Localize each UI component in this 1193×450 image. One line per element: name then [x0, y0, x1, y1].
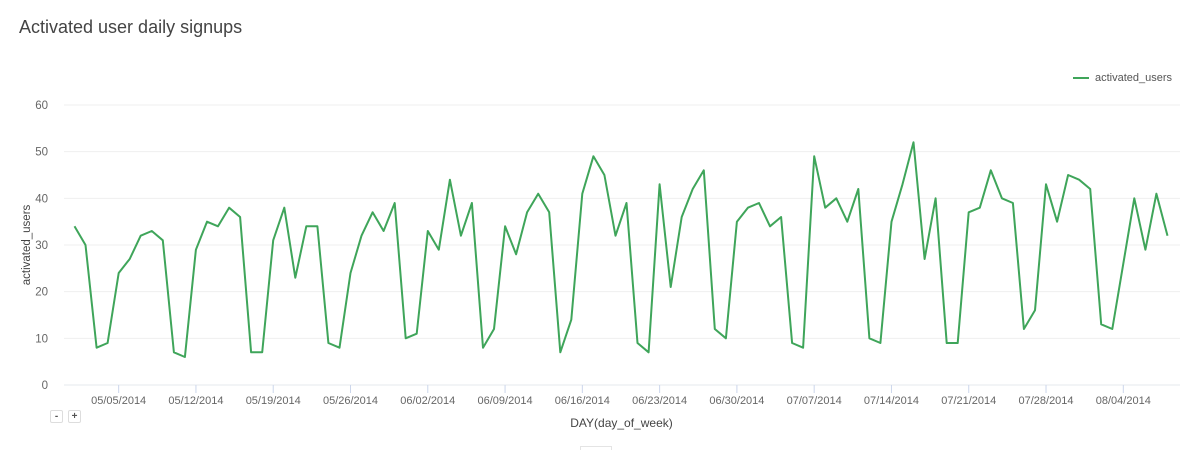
x-axis-label: DAY(day_of_week) — [570, 416, 673, 430]
legend-label: activated_users — [1094, 72, 1172, 84]
grid-lines — [64, 104, 1180, 386]
y-tick-label: 10 — [35, 333, 48, 345]
x-tick-label: 06/02/2014 — [400, 395, 455, 407]
x-tick-label: 06/16/2014 — [555, 395, 610, 407]
zoom-in-button[interactable]: + — [68, 410, 81, 423]
chart-title: Activated user daily signups — [19, 17, 243, 37]
y-tick-label: 50 — [35, 147, 48, 159]
x-tick-label: 08/04/2014 — [1096, 395, 1151, 407]
y-tick-label: 40 — [35, 193, 48, 205]
y-tick-label: 30 — [35, 240, 48, 252]
range-scrollbar-handle[interactable] — [580, 446, 612, 450]
x-tick-label: 06/23/2014 — [632, 395, 687, 407]
y-tick-label: 20 — [35, 287, 48, 299]
legend-line-swatch-icon — [1072, 77, 1089, 79]
x-tick-label: 06/30/2014 — [709, 395, 764, 407]
legend-item-activated-users[interactable]: activated_users — [1072, 72, 1172, 84]
x-tick-label: 05/12/2014 — [168, 395, 223, 407]
x-tick-label: 06/09/2014 — [478, 395, 533, 407]
y-tick-label: 60 — [35, 100, 48, 112]
x-tick-label: 07/28/2014 — [1018, 395, 1073, 407]
x-tick-label: 07/07/2014 — [787, 395, 842, 407]
x-tick-label: 05/19/2014 — [246, 395, 301, 407]
zoom-controls: - + — [50, 410, 81, 423]
series-line-activated-users[interactable] — [73, 141, 1169, 358]
x-axis-ticks: 05/05/2014 05/12/2014 05/19/2014 05/26/2014… — [91, 385, 1151, 407]
x-tick-label: 07/21/2014 — [941, 395, 996, 407]
y-axis-label: activated_users — [21, 204, 33, 285]
x-tick-label: 05/26/2014 — [323, 395, 378, 407]
x-tick-label: 05/05/2014 — [91, 395, 146, 407]
y-tick-label: 0 — [42, 380, 48, 392]
zoom-out-button[interactable]: - — [50, 410, 63, 423]
x-tick-label: 07/14/2014 — [864, 395, 919, 407]
y-axis-ticks: 0 10 20 30 40 50 60 — [35, 100, 48, 392]
